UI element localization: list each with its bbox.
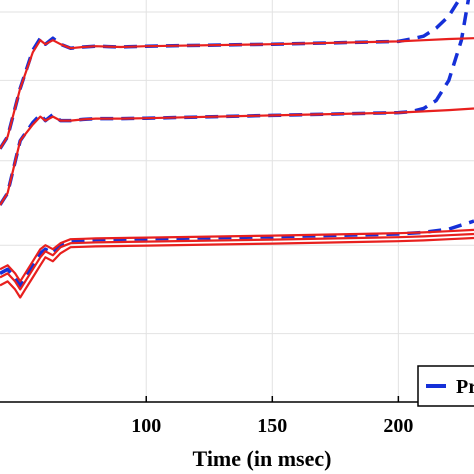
- x-tick-labels: 100 150 200: [131, 415, 413, 437]
- axes: [0, 396, 474, 403]
- series-line-0: [0, 37, 474, 150]
- series-line-6: [0, 228, 474, 283]
- grid: [0, 0, 474, 402]
- series-group: [0, 0, 474, 299]
- series-line-3: [0, 0, 471, 206]
- legend: Pr: [417, 365, 474, 407]
- series-line-5: [0, 232, 474, 291]
- legend-entry-0: Pr: [456, 376, 474, 398]
- x-tick-label-2: 200: [383, 415, 413, 437]
- series-line-4: [0, 236, 474, 299]
- x-tick-label-1: 150: [257, 415, 287, 437]
- series-line-1: [0, 0, 461, 150]
- series-line-7: [0, 219, 474, 288]
- x-axis-label: Time (in msec): [193, 446, 332, 471]
- series-line-2: [0, 107, 474, 206]
- x-tick-label-0: 100: [131, 415, 161, 437]
